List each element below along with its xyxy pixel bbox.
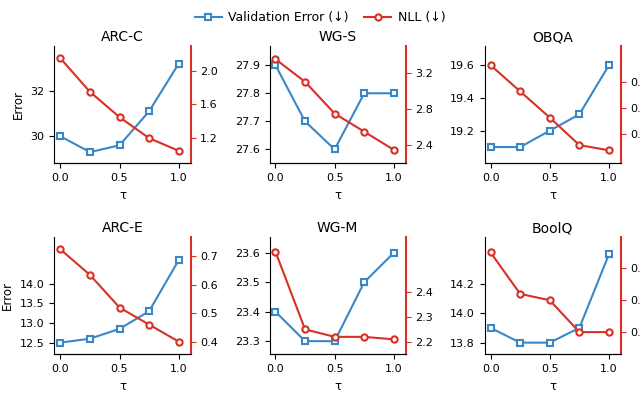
Title: BoolQ: BoolQ: [532, 221, 573, 235]
X-axis label: τ: τ: [119, 189, 126, 202]
X-axis label: τ: τ: [119, 380, 126, 393]
X-axis label: τ: τ: [549, 380, 556, 393]
Y-axis label: Error: Error: [1, 281, 14, 310]
X-axis label: τ: τ: [549, 189, 556, 202]
Title: WG-M: WG-M: [317, 221, 358, 235]
Title: WG-S: WG-S: [319, 30, 356, 44]
Title: OBQA: OBQA: [532, 30, 573, 44]
Legend: Validation Error (↓), NLL (↓): Validation Error (↓), NLL (↓): [189, 6, 451, 29]
Title: ARC-E: ARC-E: [102, 221, 143, 235]
Y-axis label: Error: Error: [12, 90, 25, 119]
Title: ARC-C: ARC-C: [101, 30, 144, 44]
X-axis label: τ: τ: [334, 380, 341, 393]
X-axis label: τ: τ: [334, 189, 341, 202]
